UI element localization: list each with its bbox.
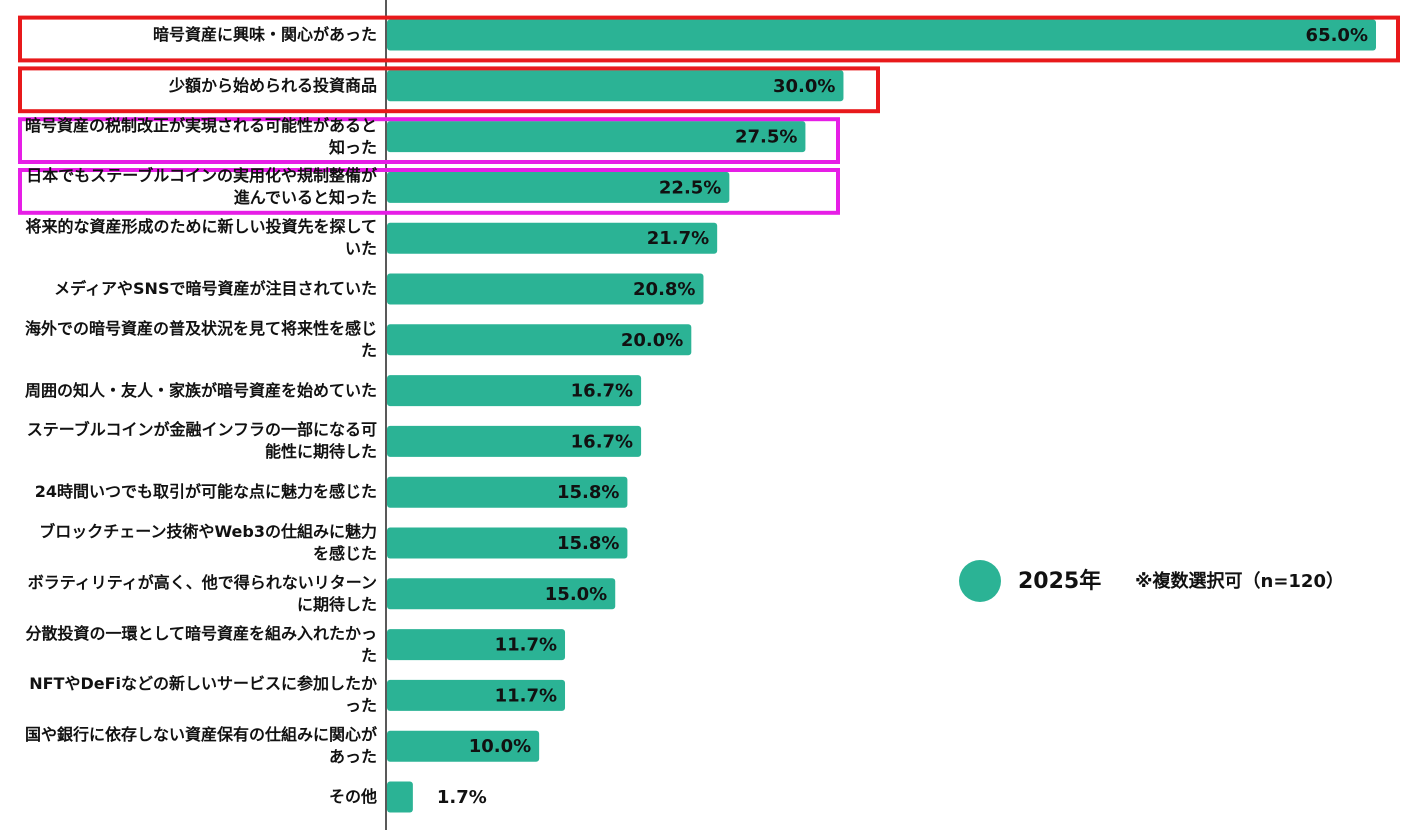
value-label: 11.7%	[495, 635, 557, 656]
value-label: 11.7%	[495, 685, 557, 706]
value-label: 22.5%	[659, 177, 721, 198]
value-label: 16.7%	[571, 381, 633, 402]
bar	[387, 171, 730, 203]
category-label: ブロックチェーン技術やWeb3の仕組みに魅力を感じた	[39, 522, 377, 563]
highlight-box	[18, 117, 840, 164]
category-label: 海外での暗号資産の普及状況を見て将来性を感じた	[25, 318, 378, 360]
value-label: 15.0%	[545, 584, 607, 605]
value-label: 21.7%	[647, 228, 709, 249]
value-label: 65.0%	[1306, 25, 1368, 46]
value-label: 10.0%	[469, 736, 531, 757]
bar	[387, 425, 642, 457]
value-label: 20.8%	[633, 279, 695, 300]
category-label: ボラティリティが高く、他で得られないリターンに期待した	[27, 572, 377, 614]
value-label: 15.8%	[557, 533, 619, 554]
bar	[387, 375, 642, 407]
category-label: 少額から始められる投資商品	[168, 75, 377, 95]
bar	[387, 476, 628, 508]
bar	[387, 781, 413, 813]
category-label: NFTやDeFiなどの新しいサービスに参加したかった	[29, 674, 377, 716]
category-label: ステーブルコインが金融インフラの一部になる可能性に期待した	[26, 420, 377, 462]
category-label: 将来的な資産形成のために新しい投資先を探していた	[25, 217, 377, 259]
bar	[387, 679, 566, 711]
bar	[387, 222, 718, 254]
category-label: 国や銀行に依存しない資産保有の仕組みに関心があった	[25, 725, 378, 767]
bar	[387, 629, 566, 661]
bar	[387, 527, 628, 559]
highlight-box	[18, 15, 1400, 63]
category-label: 日本でもステーブルコインの実用化や規制整備が進んでいると知った	[26, 166, 377, 208]
bar	[387, 730, 540, 762]
category-label: 暗号資産の税制改正が実現される可能性があると知った	[25, 115, 378, 157]
category-label: メディアやSNSで暗号資産が注目されていた	[54, 279, 377, 298]
value-label: 1.7%	[437, 787, 487, 808]
category-label: その他	[328, 787, 377, 806]
value-label: 20.0%	[621, 330, 683, 351]
legend-swatch	[959, 560, 1001, 602]
value-label: 16.7%	[571, 431, 633, 452]
value-label: 27.5%	[735, 127, 797, 148]
highlight-box	[18, 168, 840, 215]
legend-label: 2025年	[1018, 568, 1101, 594]
bar	[387, 19, 1376, 51]
bar	[387, 324, 692, 356]
bar	[387, 578, 616, 610]
category-label: 分散投資の一環として暗号資産を組み入れたかった	[25, 623, 377, 665]
bar	[387, 121, 806, 153]
note: ※複数選択可（n=120）	[1135, 570, 1344, 592]
category-label: 周囲の知人・友人・家族が暗号資産を始めていた	[25, 380, 378, 400]
highlight-box	[18, 66, 880, 114]
category-label: 24時間いつでも取引が可能な点に魅力を感じた	[34, 482, 377, 502]
category-label: 暗号資産に興味・関心があった	[152, 25, 377, 44]
bar	[387, 70, 844, 102]
value-label: 15.8%	[557, 482, 619, 503]
bar	[387, 273, 704, 305]
value-label: 30.0%	[773, 76, 835, 97]
